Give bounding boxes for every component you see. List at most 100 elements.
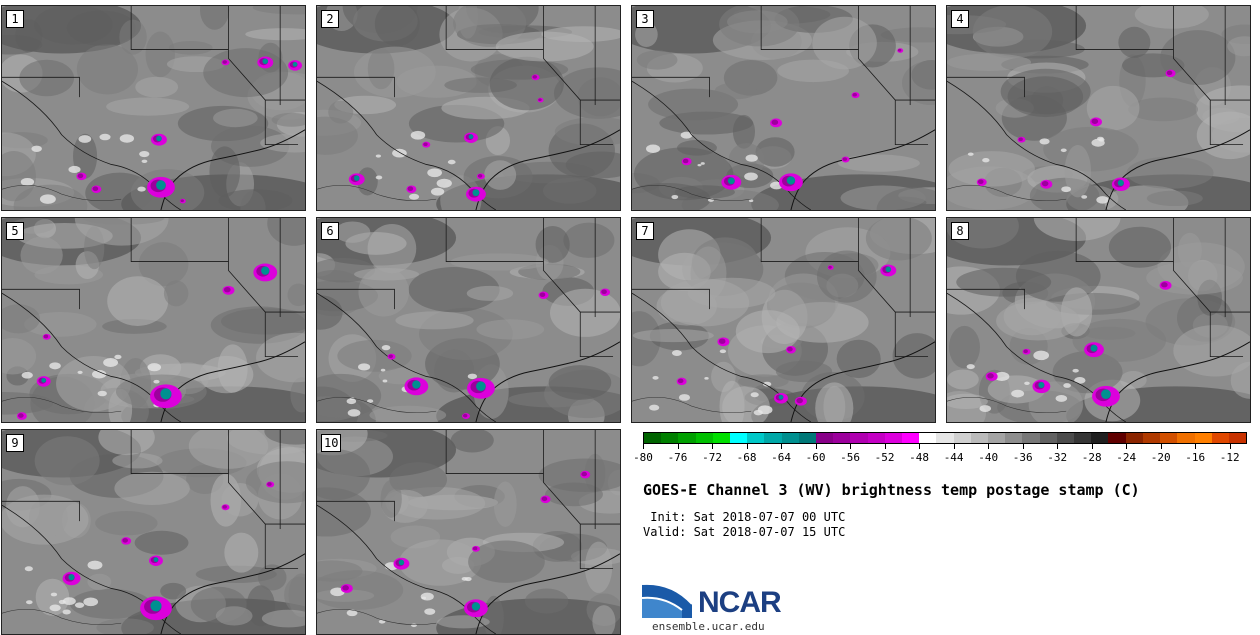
- colorbar-swatch: [1211, 433, 1229, 443]
- colorbar-tick-label: -68: [736, 451, 757, 464]
- colorbar-tick-label: -28: [1081, 451, 1102, 464]
- colorbar-swatch: [1039, 433, 1057, 443]
- colorbar-swatch: [936, 433, 954, 443]
- colorbar-swatch: [798, 433, 817, 443]
- colorbar-tick-label: -44: [943, 451, 964, 464]
- postage-stamp-panel: 2: [316, 5, 621, 211]
- colorbar-swatch: [781, 433, 799, 443]
- colorbar-swatch: [730, 433, 748, 443]
- colorbar-tick: [1126, 444, 1128, 449]
- panel-label: 6: [321, 222, 339, 240]
- colorbar-tick-label: -36: [1012, 451, 1033, 464]
- colorbar-swatch: [1160, 433, 1178, 443]
- ncar-logo-icon: [642, 582, 693, 618]
- colorbar-tick-label: -32: [1047, 451, 1068, 464]
- ncar-logo-text: NCAR: [698, 586, 782, 619]
- postage-stamp-panel: 1: [1, 5, 306, 211]
- colorbar-swatch: [1228, 433, 1247, 443]
- colorbar-tick: [643, 444, 644, 449]
- wv-satellite-map: [317, 430, 620, 634]
- colorbar-tick-label: -60: [805, 451, 826, 464]
- colorbar-swatch: [850, 433, 868, 443]
- wv-satellite-map: [317, 6, 620, 210]
- colorbar-tick: [746, 444, 748, 449]
- colorbar-swatch: [1142, 433, 1161, 443]
- colorbar-swatch: [1177, 433, 1195, 443]
- panel-label: 10: [321, 434, 342, 452]
- colorbar-swatch: [988, 433, 1006, 443]
- colorbar-swatch: [712, 433, 731, 443]
- panel-label: 3: [636, 10, 654, 28]
- colorbar-tick: [850, 444, 852, 449]
- colorbar-swatch: [1074, 433, 1092, 443]
- colorbar-swatch: [833, 433, 851, 443]
- valid-time: Valid: Sat 2018-07-07 15 UTC: [643, 525, 846, 539]
- postage-stamp-panel: 5: [1, 217, 306, 423]
- wv-satellite-map: [947, 218, 1250, 422]
- colorbar-swatch: [661, 433, 679, 443]
- colorbar-swatch: [867, 433, 885, 443]
- colorbar-tick-label: -56: [840, 451, 861, 464]
- colorbar-swatch: [1194, 433, 1212, 443]
- colorbar-tick: [1022, 444, 1024, 449]
- colorbar-tick-label: -76: [667, 451, 688, 464]
- colorbar-swatch: [764, 433, 782, 443]
- colorbar-swatch: [1091, 433, 1109, 443]
- colorbar-tick: [919, 444, 921, 449]
- colorbar-tick: [1160, 444, 1162, 449]
- colorbar-tick-label: -20: [1150, 451, 1171, 464]
- colorbar-swatch: [695, 433, 713, 443]
- colorbar-tick: [1091, 444, 1093, 449]
- colorbar-tick: [712, 444, 714, 449]
- colorbar-tick: [988, 444, 990, 449]
- panel-label: 1: [6, 10, 24, 28]
- wv-satellite-map: [2, 430, 305, 634]
- colorbar-tick: [1195, 444, 1197, 449]
- postage-stamp-panel: 7: [631, 217, 936, 423]
- colorbar-swatch: [644, 433, 662, 443]
- postage-stamp-panel: 3: [631, 5, 936, 211]
- panel-label: 9: [6, 434, 24, 452]
- colorbar-tick: [677, 444, 679, 449]
- colorbar-tick: [884, 444, 886, 449]
- colorbar-swatch: [970, 433, 989, 443]
- colorbar-tick-label: -64: [771, 451, 791, 464]
- colorbar-swatch: [678, 433, 696, 443]
- colorbar-tick-label: -12: [1219, 451, 1240, 464]
- colorbar: [643, 432, 1247, 444]
- colorbar-tick-label: -72: [702, 451, 722, 464]
- colorbar-swatch: [1022, 433, 1040, 443]
- wv-satellite-map: [947, 6, 1250, 210]
- wv-satellite-map: [632, 6, 935, 210]
- postage-stamp-panel: 10: [316, 429, 621, 635]
- postage-stamp-panel: 9: [1, 429, 306, 635]
- colorbar-swatch: [816, 433, 834, 443]
- ensemble-url: ensemble.ucar.edu: [652, 620, 765, 633]
- panel-label: 5: [6, 222, 24, 240]
- postage-stamp-panel: 4: [946, 5, 1251, 211]
- colorbar-ticks: -80 -76 -72 -68 -64 -60 -56 -52 -48 -44 -40 -36 -32-…: [633, 444, 1247, 466]
- postage-stamp-panel: 8: [946, 217, 1251, 423]
- init-time: Init: Sat 2018-07-07 00 UTC: [643, 510, 846, 524]
- colorbar-tick: [1229, 444, 1231, 449]
- panel-label: 2: [321, 10, 339, 28]
- panel-label: 4: [951, 10, 969, 28]
- colorbar-tick-label: -16: [1185, 451, 1206, 464]
- colorbar-tick-label: -80: [633, 451, 653, 464]
- wv-satellite-map: [632, 218, 935, 422]
- colorbar-swatch: [1005, 433, 1023, 443]
- colorbar-tick-label: -52: [874, 451, 895, 464]
- wv-satellite-map: [317, 218, 620, 422]
- panel-label: 8: [951, 222, 969, 240]
- colorbar-tick-label: -40: [978, 451, 999, 464]
- colorbar-swatch: [1056, 433, 1075, 443]
- colorbar-swatch: [884, 433, 903, 443]
- colorbar-swatch: [1108, 433, 1126, 443]
- wv-satellite-map: [2, 218, 305, 422]
- colorbar-tick-label: -24: [1116, 451, 1137, 464]
- panel-label: 7: [636, 222, 654, 240]
- figure-title: GOES-E Channel 3 (WV) brightness temp po…: [643, 481, 1140, 499]
- colorbar-tick: [781, 444, 783, 449]
- postage-stamp-panel: 6: [316, 217, 621, 423]
- colorbar-tick: [953, 444, 955, 449]
